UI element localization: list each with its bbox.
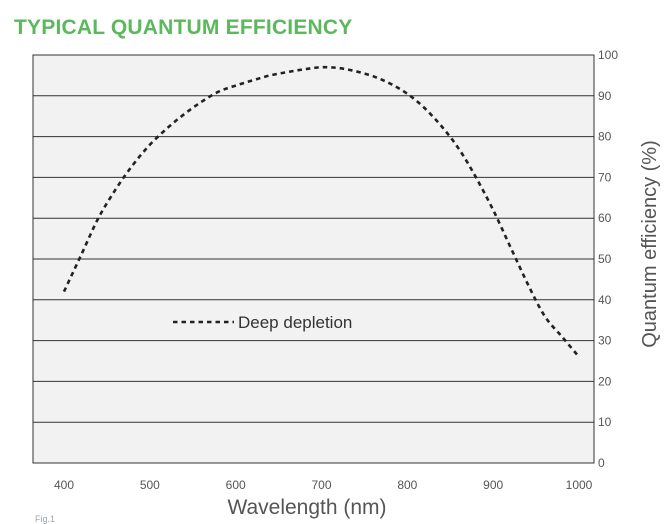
x-tick-label: 1000 (566, 478, 593, 492)
y-tick-label: 80 (598, 130, 612, 144)
legend: Deep depletion (173, 313, 352, 332)
y-tick-label: 30 (598, 334, 612, 348)
y-tick-labels: 0 10 20 30 40 50 60 70 80 90 100 (598, 48, 618, 470)
x-tick-label: 800 (397, 478, 417, 492)
gridlines (33, 95, 594, 423)
y-axis-label: Quantum efficiency (%) (639, 140, 661, 348)
y-tick-label: 10 (598, 415, 612, 429)
y-tick-label: 70 (598, 170, 612, 184)
x-tick-labels: 400 500 600 700 800 900 1000 (54, 478, 593, 492)
x-tick-label: 700 (311, 478, 331, 492)
y-tick-label: 50 (598, 252, 612, 266)
legend-label-deep-depletion: Deep depletion (238, 313, 352, 332)
x-axis-label: Wavelength (nm) (227, 496, 386, 519)
series-line-deep-depletion (62, 65, 580, 358)
figure-caption: Fig.1 (35, 514, 56, 524)
y-tick-label: 20 (598, 374, 612, 388)
y-tick-label: 60 (598, 211, 612, 225)
y-tick-label: 90 (598, 89, 612, 103)
x-tick-label: 600 (226, 478, 246, 492)
y-tick-label: 100 (598, 48, 618, 62)
x-tick-label: 400 (54, 478, 74, 492)
chart-title: TYPICAL QUANTUM EFFICIENCY (14, 16, 353, 39)
x-tick-label: 500 (140, 478, 160, 492)
y-tick-label: 40 (598, 293, 612, 307)
y-tick-label: 0 (598, 456, 605, 470)
x-tick-label: 900 (483, 478, 503, 492)
